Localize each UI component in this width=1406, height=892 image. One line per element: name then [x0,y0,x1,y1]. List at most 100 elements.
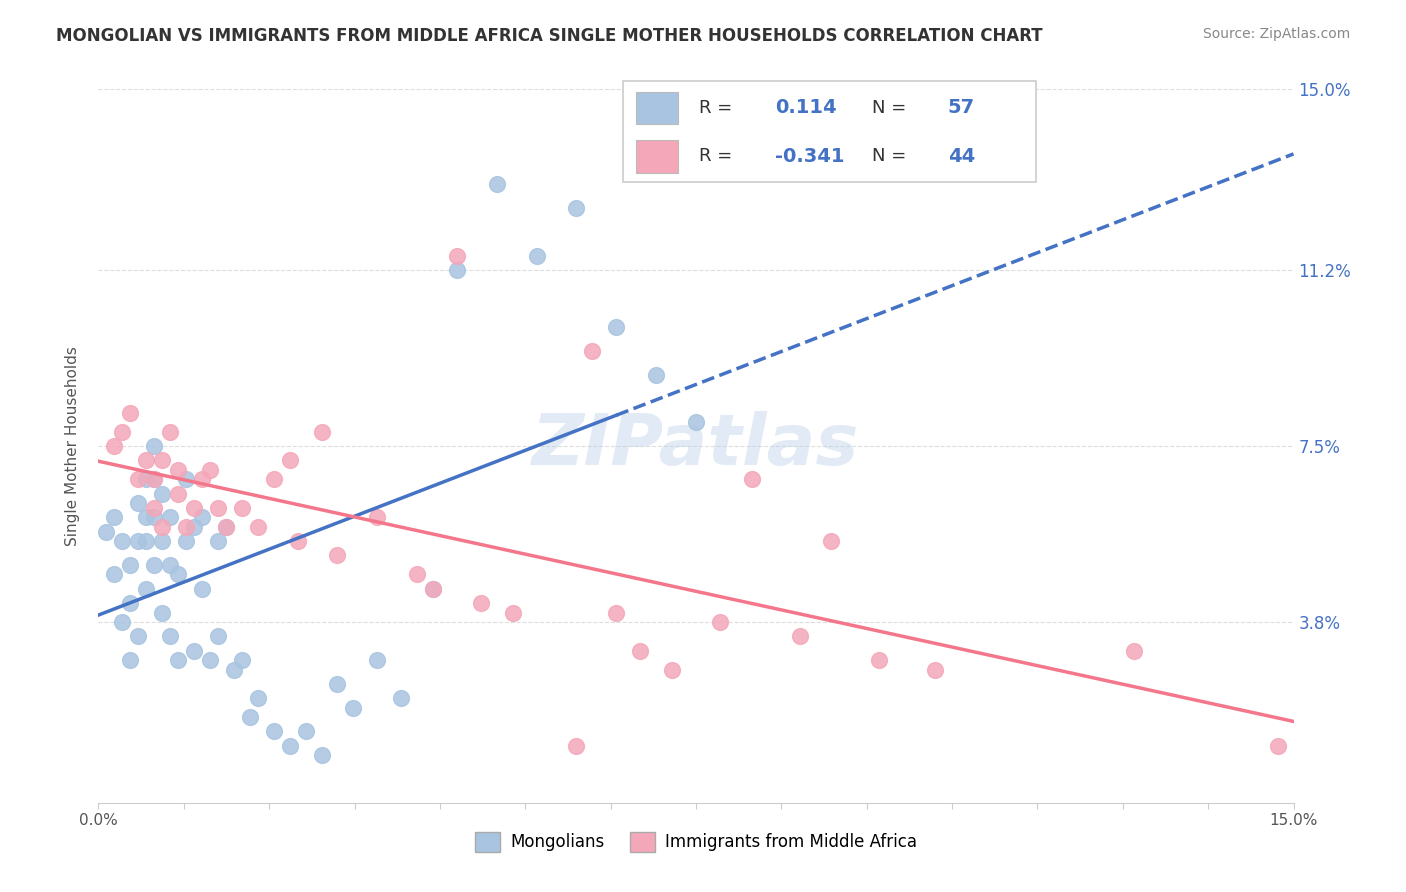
Text: R =: R = [699,147,738,165]
Point [150,534,173,549]
Point [135,453,157,467]
Point [263,472,285,486]
Point [135,472,157,486]
Point [231,653,253,667]
Text: N =: N = [872,147,911,165]
Point [174,520,197,534]
Text: 57: 57 [948,98,974,118]
Point [1123,643,1146,657]
Point [278,453,301,467]
Point [159,510,181,524]
Point [207,500,229,515]
Text: -0.341: -0.341 [775,146,844,166]
Point [485,178,508,192]
Legend: Mongolians, Immigrants from Middle Africa: Mongolians, Immigrants from Middle Afric… [468,825,924,859]
Point [111,615,134,629]
Point [198,463,221,477]
Point [127,496,149,510]
Point [246,520,269,534]
Point [422,582,444,596]
Point [470,596,492,610]
Point [103,567,125,582]
Point [685,415,707,429]
Point [422,582,444,596]
FancyBboxPatch shape [623,81,1036,182]
Point [120,558,142,572]
Point [628,643,651,657]
Point [127,472,149,486]
Point [150,486,173,500]
Point [183,520,205,534]
Point [207,629,229,643]
Point [215,520,238,534]
Point [215,520,238,534]
Text: 44: 44 [948,146,974,166]
Text: MONGOLIAN VS IMMIGRANTS FROM MIDDLE AFRICA SINGLE MOTHER HOUSEHOLDS CORRELATION : MONGOLIAN VS IMMIGRANTS FROM MIDDLE AFRI… [56,27,1043,45]
Point [167,486,190,500]
Point [389,691,412,706]
Point [103,510,125,524]
Point [191,510,214,524]
Point [342,700,364,714]
Point [263,724,285,739]
Point [174,472,197,486]
Point [183,643,205,657]
Point [820,534,842,549]
Point [159,629,181,643]
Point [174,534,197,549]
Point [246,691,269,706]
Point [605,320,627,334]
Point [446,249,468,263]
Point [565,739,588,753]
Point [709,615,731,629]
Point [143,558,166,572]
Bar [636,92,678,124]
Point [326,549,349,563]
Text: N =: N = [872,99,911,117]
Point [231,500,253,515]
Point [222,663,245,677]
Point [366,653,388,667]
Point [143,500,166,515]
Point [366,510,388,524]
Point [167,653,190,667]
Point [661,663,683,677]
Point [143,510,166,524]
Point [103,439,125,453]
Point [741,472,763,486]
Point [111,425,134,439]
Point [167,463,190,477]
Point [150,520,173,534]
Point [198,653,221,667]
Point [581,343,603,358]
Point [143,472,166,486]
Point [311,748,333,763]
Point [502,606,524,620]
Point [191,472,214,486]
Point [96,524,118,539]
Point [150,606,173,620]
Text: ZIPatlas: ZIPatlas [533,411,859,481]
Point [111,534,134,549]
Point [526,249,548,263]
Text: 0.114: 0.114 [775,98,837,118]
Point [278,739,301,753]
Point [120,653,142,667]
Point [159,558,181,572]
Point [406,567,429,582]
Point [287,534,309,549]
Point [167,567,190,582]
Point [135,534,157,549]
Point [326,677,349,691]
Bar [636,140,678,173]
Point [127,629,149,643]
Point [868,653,890,667]
Point [191,582,214,596]
Y-axis label: Single Mother Households: Single Mother Households [65,346,80,546]
Point [143,439,166,453]
Text: R =: R = [699,99,738,117]
Point [135,582,157,596]
Point [311,425,333,439]
Point [1267,739,1289,753]
Point [135,510,157,524]
